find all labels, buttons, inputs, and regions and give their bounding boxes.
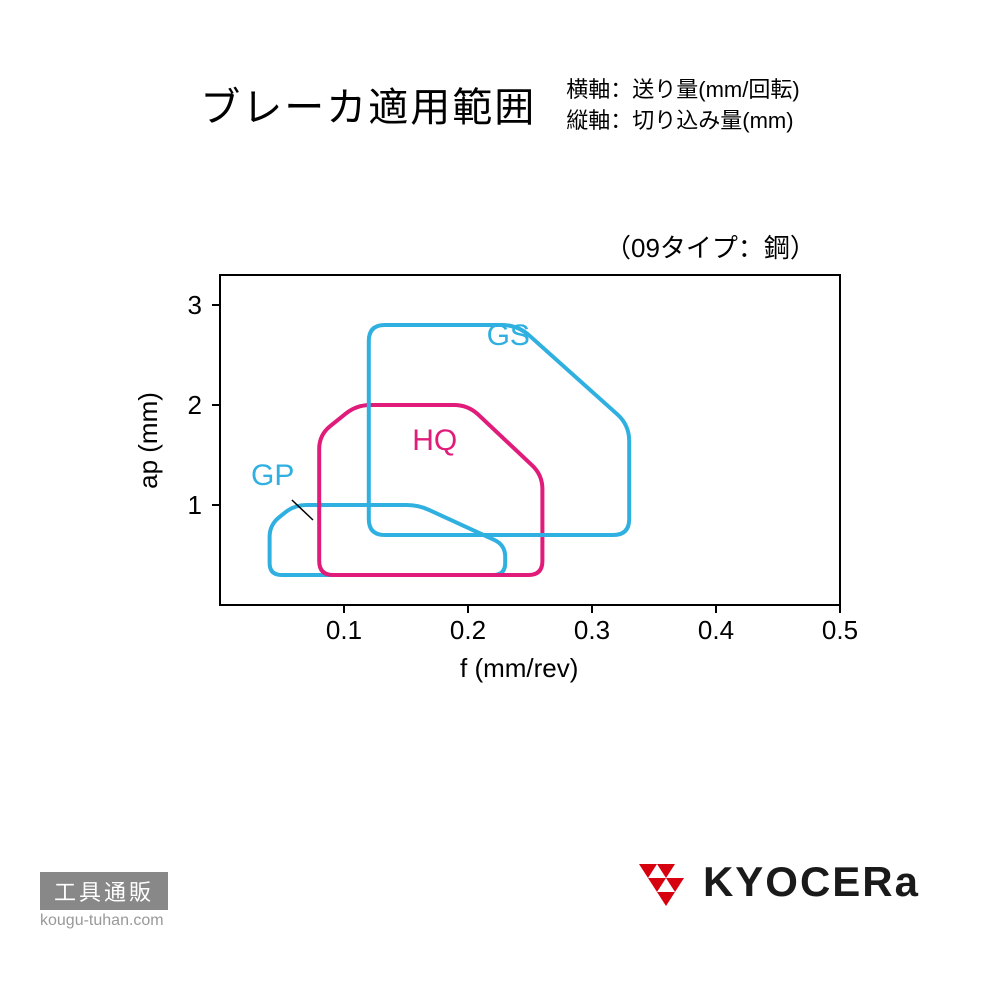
watermark-box: 工具通販 bbox=[40, 872, 168, 910]
svg-text:0.1: 0.1 bbox=[326, 615, 362, 645]
region-label-gs: GS bbox=[487, 319, 530, 352]
region-label-gp: GP bbox=[251, 459, 294, 492]
svg-text:0.2: 0.2 bbox=[450, 615, 486, 645]
page-title: ブレーカ適用範囲 bbox=[200, 75, 536, 133]
kyocera-icon bbox=[635, 854, 691, 910]
y-axis-desc: 縦軸：切り込み量(mm) bbox=[566, 106, 799, 137]
svg-text:1: 1 bbox=[188, 490, 202, 520]
brand-logo: KYOCERa bbox=[635, 854, 920, 910]
chart-subtitle: （09タイプ：鋼） bbox=[605, 228, 816, 265]
watermark: 工具通販 kougu-tuhan.com bbox=[40, 872, 168, 930]
svg-text:0.5: 0.5 bbox=[822, 615, 858, 645]
y-axis-label: ap (mm) bbox=[133, 392, 164, 489]
header: ブレーカ適用範囲 横軸：送り量(mm/回転) 縦軸：切り込み量(mm) bbox=[0, 75, 1000, 137]
x-axis-label: f (mm/rev) bbox=[460, 653, 578, 684]
svg-text:0.4: 0.4 bbox=[698, 615, 734, 645]
chart-svg: 0.10.20.30.40.5123GPHQGS bbox=[220, 275, 840, 605]
svg-text:0.3: 0.3 bbox=[574, 615, 610, 645]
svg-text:3: 3 bbox=[188, 290, 202, 320]
watermark-url: kougu-tuhan.com bbox=[40, 912, 168, 930]
chart: 0.10.20.30.40.5123GPHQGS ap (mm) f (mm/r… bbox=[220, 275, 840, 605]
region-label-hq: HQ bbox=[412, 424, 457, 457]
brand-logo-text: KYOCERa bbox=[703, 858, 920, 906]
svg-text:2: 2 bbox=[188, 390, 202, 420]
axis-description: 横軸：送り量(mm/回転) 縦軸：切り込み量(mm) bbox=[566, 75, 799, 137]
x-axis-desc: 横軸：送り量(mm/回転) bbox=[566, 75, 799, 106]
